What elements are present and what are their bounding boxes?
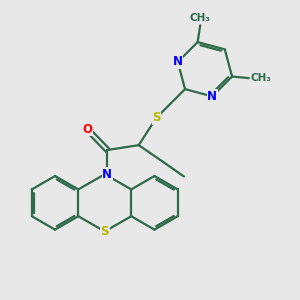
Text: S: S [100, 225, 109, 238]
Text: N: N [207, 90, 217, 103]
Text: CH₃: CH₃ [190, 13, 211, 23]
Text: S: S [152, 111, 161, 124]
Text: N: N [173, 56, 183, 68]
Text: N: N [102, 168, 112, 181]
Text: O: O [82, 122, 92, 136]
Text: CH₃: CH₃ [251, 73, 272, 83]
